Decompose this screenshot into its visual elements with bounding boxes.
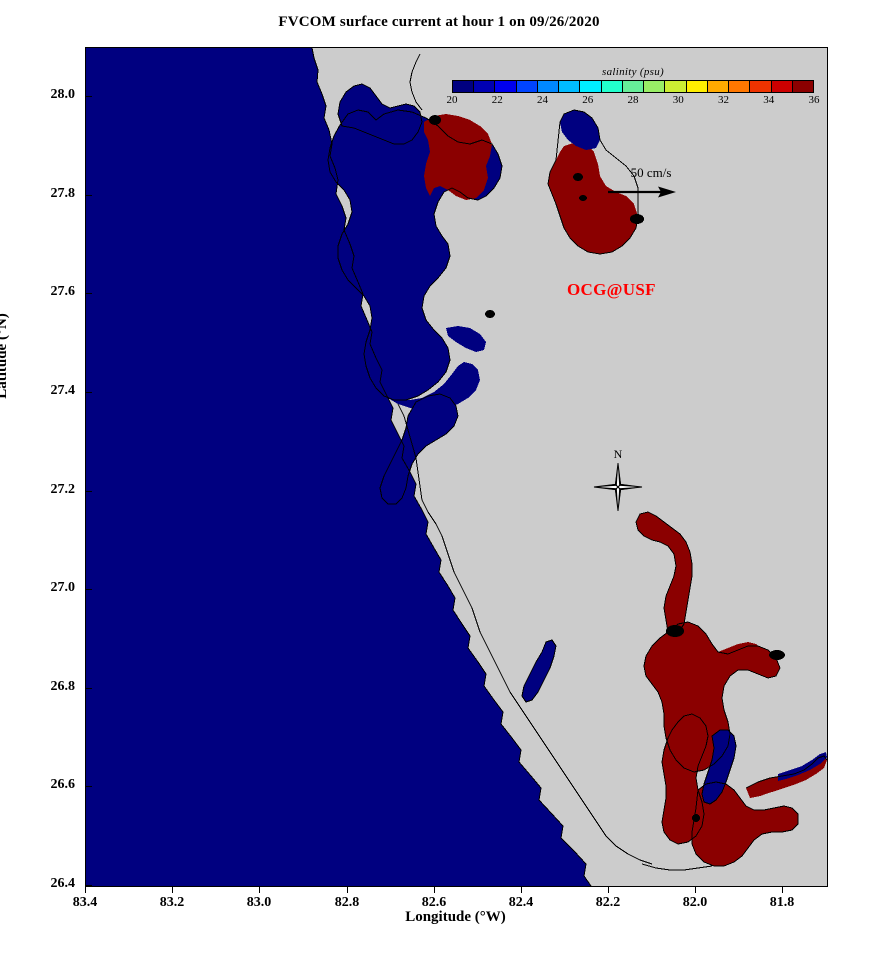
x-axis-tick-label: 83.2 xyxy=(159,895,185,910)
coastline-outlines xyxy=(311,48,827,886)
colorbar-tick-label: 20 xyxy=(446,94,458,106)
islands xyxy=(429,115,785,822)
ocg-usf-annotation: OCG@USF xyxy=(567,280,656,299)
colorbar-segment xyxy=(601,81,623,92)
colorbar-segment xyxy=(771,81,793,92)
colorbar-tick-labels: 20 22 24 26 28 30 32 34 36 xyxy=(447,93,820,107)
colorbar-segment xyxy=(474,81,496,92)
y-axis-tick xyxy=(85,688,92,689)
y-axis-tick-label: 28.0 xyxy=(50,87,76,102)
y-axis-tick xyxy=(85,195,92,196)
colorbar-segment xyxy=(453,81,475,92)
x-axis-tick xyxy=(347,886,348,893)
x-axis-tick-label: 83.0 xyxy=(246,895,272,910)
estero-bay-high-salinity xyxy=(692,782,798,866)
colorbar-segment xyxy=(729,81,751,92)
y-axis-tick xyxy=(85,491,92,492)
y-axis-tick-label: 26.8 xyxy=(50,679,76,694)
compass-star-icon xyxy=(593,462,643,512)
old-tampa-bay xyxy=(338,84,422,144)
x-axis-tick-label: 82.2 xyxy=(595,895,621,910)
colorbar-segment xyxy=(516,81,538,92)
colorbar-segment xyxy=(686,81,708,92)
upper-tampa-bay-east-high-salinity xyxy=(548,142,638,254)
colorbar-segment xyxy=(559,81,581,92)
x-axis-tick xyxy=(782,886,783,893)
east-tampa-bay-inlet xyxy=(560,110,600,150)
gulf-of-mexico-water xyxy=(86,48,591,886)
y-axis-tick-label: 26.4 xyxy=(50,876,76,891)
x-axis-tick xyxy=(695,886,696,893)
colorbar-segment xyxy=(750,81,772,92)
y-axis-tick xyxy=(85,589,92,590)
colorbar-segment xyxy=(707,81,730,92)
x-axis-tick-label: 83.4 xyxy=(72,895,98,910)
vector-scale-label: 50 cm/s xyxy=(630,165,672,180)
vector-scale-legend: 50 cm/s xyxy=(600,165,710,204)
vector-scale-arrow xyxy=(608,186,676,198)
tampa-bay-mouth xyxy=(376,362,480,410)
figure-title: FVCOM surface current at hour 1 on 09/26… xyxy=(278,14,600,30)
colorbar-segment xyxy=(792,81,813,92)
x-axis-tick-label: 82.6 xyxy=(421,895,447,910)
y-axis-tick xyxy=(85,885,92,886)
sarasota-bay-water xyxy=(380,394,458,504)
hillsborough-bay-high-salinity xyxy=(424,114,492,200)
y-axis-tick xyxy=(85,293,92,294)
x-axis-tick xyxy=(434,886,435,893)
colorbar-segment xyxy=(495,81,517,92)
colorbar-tick-label: 30 xyxy=(672,94,684,106)
y-axis-tick-label: 27.6 xyxy=(50,284,76,299)
colorbar-segment xyxy=(665,81,687,92)
y-axis-tick-label: 26.6 xyxy=(50,777,76,792)
x-axis-tick xyxy=(259,886,260,893)
colorbar-tick-label: 28 xyxy=(627,94,639,106)
colorbar-segment xyxy=(644,81,666,92)
y-axis-title: Latitude (°N) xyxy=(0,313,10,399)
x-axis-tick-label: 81.8 xyxy=(769,895,795,910)
matlacha-pass-low-salinity xyxy=(702,730,736,804)
x-axis-title: Longitude (°W) xyxy=(405,909,506,925)
colorbar-gradient xyxy=(452,80,814,93)
colorbar: salinity (psu) 20 22 24 26 28 30 32 34 36 xyxy=(447,66,820,107)
colorbar-tick-label: 32 xyxy=(718,94,729,106)
lemon-bay-water xyxy=(522,640,556,702)
x-axis-tick-label: 82.0 xyxy=(682,895,708,910)
y-axis-tick xyxy=(85,392,92,393)
y-axis-tick-label: 27.4 xyxy=(50,383,76,398)
x-axis-tick xyxy=(521,886,522,893)
colorbar-segment xyxy=(580,81,602,92)
compass-rose: N xyxy=(592,448,644,518)
map-graphic xyxy=(86,48,827,886)
x-axis-tick xyxy=(608,886,609,893)
y-axis-tick xyxy=(85,786,92,787)
y-axis-tick-label: 27.0 xyxy=(50,580,76,595)
x-axis-tick xyxy=(172,886,173,893)
compass-north-label: N xyxy=(613,447,623,461)
colorbar-tick-label: 26 xyxy=(582,94,594,106)
colorbar-tick-label: 34 xyxy=(763,94,775,106)
y-axis-tick-label: 27.2 xyxy=(50,482,76,497)
colorbar-tick-label: 24 xyxy=(537,94,548,106)
y-axis-tick xyxy=(85,96,92,97)
x-axis-tick-label: 82.4 xyxy=(508,895,534,910)
colorbar-title: salinity (psu) xyxy=(602,66,664,78)
caloosahatchee-river-low-salinity xyxy=(778,752,827,781)
colorbar-segment xyxy=(622,81,645,92)
x-axis-tick-label: 82.8 xyxy=(334,895,360,910)
map-plot-area xyxy=(85,47,828,887)
colorbar-segment xyxy=(537,81,560,92)
colorbar-tick-label: 22 xyxy=(491,94,503,106)
charlotte-harbor-north-arm xyxy=(636,512,692,632)
colorbar-tick-label: 36 xyxy=(808,94,820,106)
x-axis-tick xyxy=(85,886,86,893)
y-axis-tick-label: 27.8 xyxy=(50,186,76,201)
manatee-river xyxy=(446,326,486,352)
